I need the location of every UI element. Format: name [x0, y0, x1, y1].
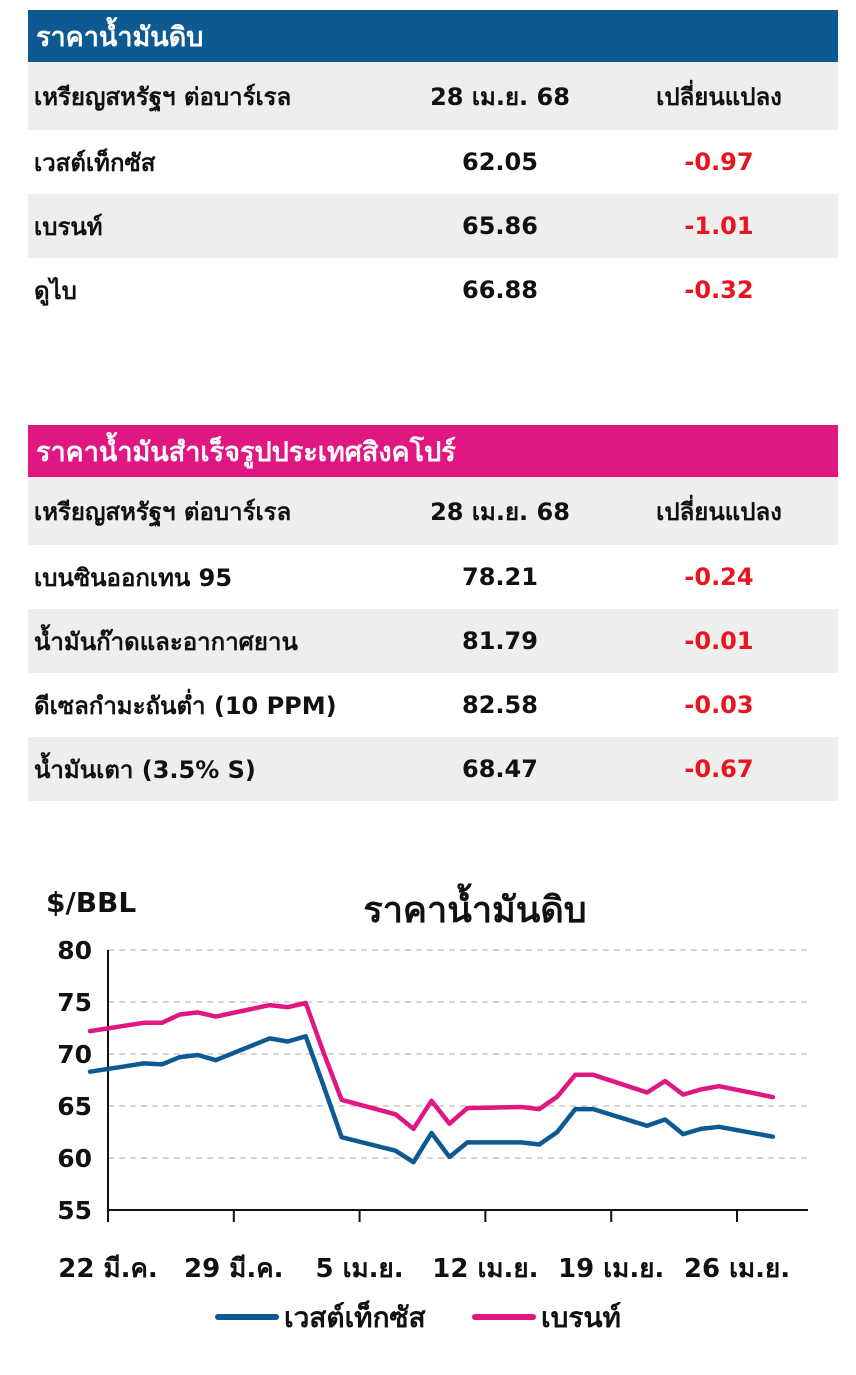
table-row: ดูไบ 66.88 -0.32: [28, 258, 838, 322]
crude-oil-table-title: ราคาน้ำมันดิบ: [28, 10, 838, 62]
x-tick-label: 19 เม.ย.: [558, 1254, 664, 1284]
header-date: 28 เม.ย. 68: [430, 497, 570, 526]
legend-label: เวสต์เท็กซัส: [284, 1300, 427, 1334]
chart-x-ticks: 22 มี.ค. 29 มี.ค. 5 เม.ย. 12 เม.ย. 19 เม.ย. 2…: [58, 1254, 790, 1284]
refined-products-table: ราคาน้ำมันสำเร็จรูปประเทศสิงคโปร์ เหรียญ…: [28, 425, 838, 801]
chart-y-ticks: 80 75 70 65 60 55: [57, 936, 92, 1225]
y-tick-label: 70: [57, 1040, 92, 1069]
row-name: น้ำมันเตา (3.5% S): [34, 755, 256, 784]
y-tick-label: 80: [57, 936, 92, 965]
row-change: -0.03: [684, 691, 754, 719]
y-tick-label: 55: [57, 1196, 92, 1225]
x-tick-label: 26 เม.ย.: [684, 1254, 790, 1284]
row-name: ดีเซลกำมะถันต่ำ (10 PPM): [34, 691, 337, 720]
crude-oil-header-row: เหรียญสหรัฐฯ ต่อบาร์เรล 28 เม.ย. 68 เปลี…: [28, 62, 838, 130]
header-change: เปลี่ยนแปลง: [656, 497, 782, 526]
row-price: 81.79: [462, 627, 538, 655]
x-tick-label: 22 มี.ค.: [58, 1254, 158, 1284]
row-change: -1.01: [684, 212, 754, 240]
row-name: ดูไบ: [34, 276, 77, 305]
row-name: เบนซินออกเทน 95: [34, 563, 233, 592]
x-tick-label: 29 มี.ค.: [184, 1254, 284, 1284]
chart-title: ราคาน้ำมันดิบ: [363, 883, 586, 931]
row-price: 62.05: [462, 148, 538, 176]
chart-ylabel: $/BBL: [46, 886, 136, 919]
table-row: เบนซินออกเทน 95 78.21 -0.24: [28, 545, 838, 609]
table-row: น้ำมันก๊าดและอากาศยาน 81.79 -0.01: [28, 609, 838, 673]
legend-label: เบรนท์: [541, 1301, 621, 1334]
row-change: -0.24: [684, 563, 754, 591]
x-tick-label: 12 เม.ย.: [432, 1254, 538, 1284]
row-price: 78.21: [462, 563, 538, 591]
chart-axes: [107, 950, 808, 1222]
header-unit: เหรียญสหรัฐฯ ต่อบาร์เรล: [34, 82, 292, 111]
header-change: เปลี่ยนแปลง: [656, 82, 782, 111]
chart-series: [87, 1000, 776, 1165]
row-name: เบรนท์: [34, 212, 103, 241]
table-row: ดีเซลกำมะถันต่ำ (10 PPM) 82.58 -0.03: [28, 673, 838, 737]
header-date: 28 เม.ย. 68: [430, 82, 570, 111]
row-price: 68.47: [462, 755, 538, 783]
series-line-2: [87, 1000, 776, 1132]
row-change: -0.32: [684, 276, 754, 304]
y-tick-label: 60: [57, 1144, 92, 1173]
y-tick-label: 75: [57, 988, 92, 1017]
crude-oil-price-chart: $/BBL ราคาน้ำมันดิบ 80 75 70 65 60 55 22 มี.ค…: [46, 883, 808, 1334]
legend-item: เบรนท์: [472, 1301, 621, 1334]
refined-header-row: เหรียญสหรัฐฯ ต่อบาร์เรล 28 เม.ย. 68 เปลี…: [28, 477, 838, 545]
table-row: น้ำมันเตา (3.5% S) 68.47 -0.67: [28, 737, 838, 801]
row-name: เวสต์เท็กซัส: [34, 148, 156, 177]
table-row: เบรนท์ 65.86 -1.01: [28, 194, 838, 258]
row-price: 82.58: [462, 691, 538, 719]
x-tick-label: 5 เม.ย.: [316, 1254, 404, 1284]
table-row: เวสต์เท็กซัส 62.05 -0.97: [28, 130, 838, 194]
row-price: 65.86: [462, 212, 538, 240]
row-change: -0.97: [684, 148, 754, 176]
chart-gridlines: [108, 949, 808, 1159]
row-price: 66.88: [462, 276, 538, 304]
row-change: -0.67: [684, 755, 754, 783]
chart-legend: เวสต์เท็กซัส เบรนท์: [215, 1300, 621, 1334]
row-name: น้ำมันก๊าดและอากาศยาน: [34, 627, 298, 656]
header-unit: เหรียญสหรัฐฯ ต่อบาร์เรล: [34, 497, 292, 526]
series-line-1: [87, 1034, 776, 1165]
y-tick-label: 65: [57, 1092, 92, 1121]
legend-item: เวสต์เท็กซัส: [215, 1300, 427, 1334]
crude-oil-table: ราคาน้ำมันดิบ เหรียญสหรัฐฯ ต่อบาร์เรล 28…: [28, 10, 838, 322]
row-change: -0.01: [684, 627, 754, 655]
refined-products-table-title: ราคาน้ำมันสำเร็จรูปประเทศสิงคโปร์: [28, 425, 838, 477]
